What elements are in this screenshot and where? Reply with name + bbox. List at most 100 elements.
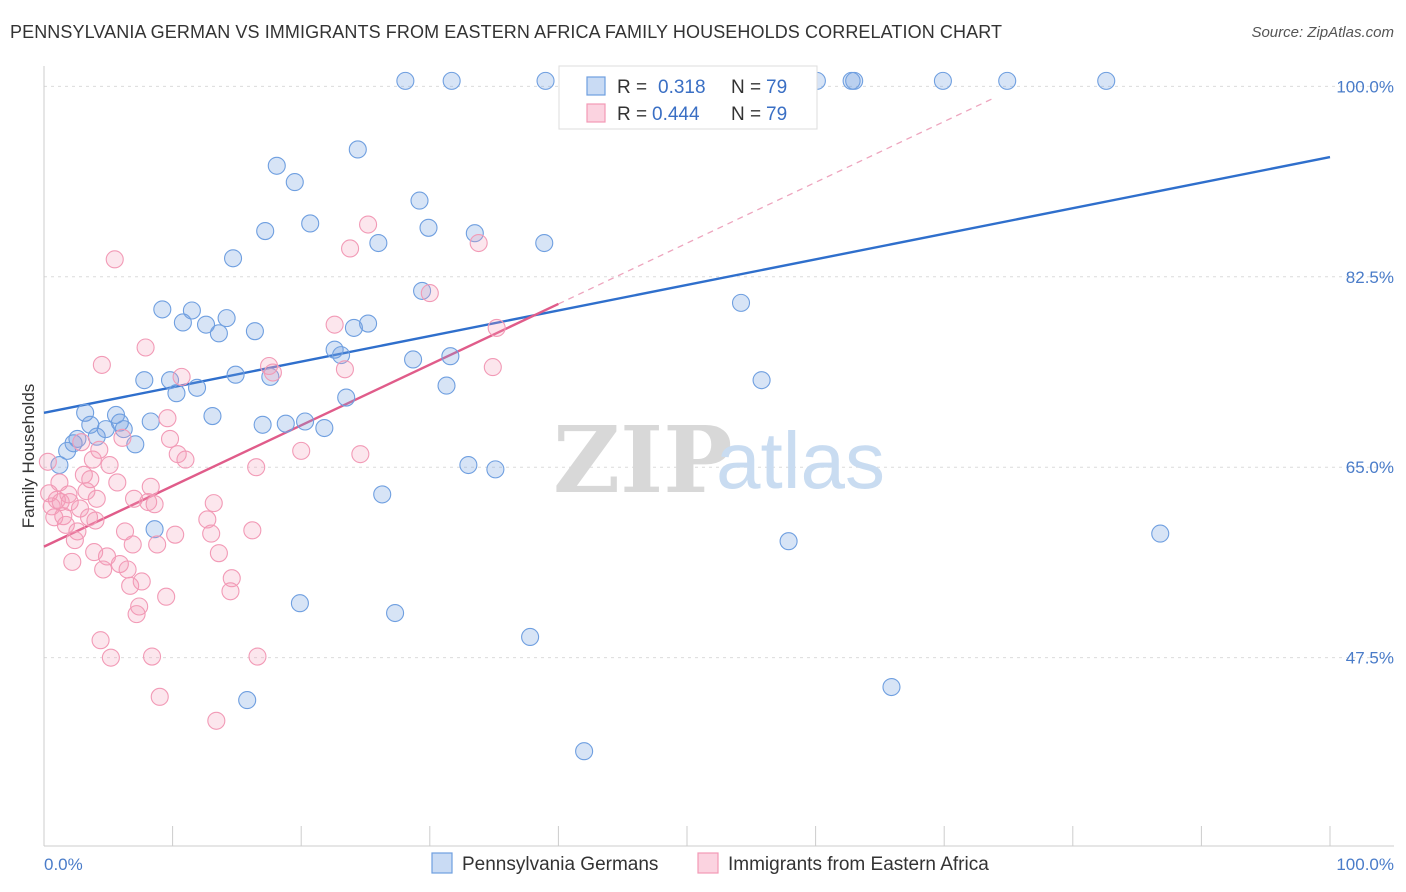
point-pennsylvania-germans — [521, 627, 540, 647]
legend-r-value-1: 0.318 — [658, 77, 706, 98]
point-pennsylvania-germans — [276, 414, 295, 433]
point-pennsylvania-germans — [301, 214, 320, 233]
point-eastern-africa — [325, 315, 344, 334]
point-pennsylvania-germans — [348, 140, 367, 159]
point-pennsylvania-germans — [182, 301, 201, 320]
point-eastern-africa — [63, 552, 82, 571]
y-tick-label: 82.5% — [1346, 268, 1394, 287]
legend-n-value-2: 79 — [766, 104, 787, 125]
point-eastern-africa — [108, 473, 127, 492]
point-eastern-africa — [105, 250, 124, 269]
point-eastern-africa — [130, 597, 149, 616]
point-eastern-africa — [420, 284, 439, 303]
x-tick-labels: 0.0% 100.0% — [44, 855, 1394, 874]
point-eastern-africa — [121, 576, 140, 595]
point-eastern-africa — [157, 587, 176, 606]
y-tick-labels: 100.0% 82.5% 65.0% 47.5% — [1336, 77, 1394, 667]
point-eastern-africa — [359, 215, 378, 234]
legend-box: R = 0.318 N = 79 R = 0.444 N = 79 — [558, 65, 818, 130]
x-tick-label: 0.0% — [44, 855, 83, 874]
point-pennsylvania-germans — [187, 378, 207, 397]
point-pennsylvania-germans — [779, 532, 798, 551]
point-eastern-africa — [335, 360, 354, 379]
legend-r-value-2: 0.444 — [652, 104, 700, 125]
point-eastern-africa — [136, 338, 155, 357]
point-pennsylvania-germans — [290, 594, 309, 613]
point-eastern-africa — [50, 473, 69, 492]
series-swatch-pennsylvania — [431, 852, 453, 874]
point-eastern-africa — [351, 445, 370, 464]
point-pennsylvania-germans — [285, 173, 304, 192]
point-pennsylvania-germans — [535, 233, 554, 253]
point-eastern-africa — [141, 477, 160, 496]
watermark-zip: ZIP — [553, 406, 732, 514]
legend-swatch-eastern-africa — [586, 103, 606, 123]
point-eastern-africa — [56, 515, 75, 534]
point-pennsylvania-germans — [410, 191, 429, 210]
point-pennsylvania-germans — [465, 224, 484, 243]
point-pennsylvania-germans — [245, 322, 264, 341]
point-eastern-africa — [150, 687, 169, 706]
point-eastern-africa — [158, 409, 177, 428]
point-pennsylvania-germans — [575, 742, 594, 761]
point-eastern-africa — [83, 450, 102, 469]
point-eastern-africa — [243, 521, 262, 540]
y-tick-label: 100.0% — [1336, 77, 1394, 96]
point-pennsylvania-germans — [441, 347, 460, 366]
watermark-atlas: atlas — [716, 416, 885, 505]
point-pennsylvania-germans — [315, 418, 334, 438]
point-eastern-africa — [160, 429, 180, 448]
point-eastern-africa — [92, 355, 111, 374]
y-axis-label: Family Households — [19, 384, 38, 529]
point-eastern-africa — [113, 428, 132, 447]
point-pennsylvania-germans — [731, 293, 751, 312]
point-eastern-africa — [263, 363, 282, 382]
point-eastern-africa — [72, 433, 91, 452]
point-eastern-africa — [38, 452, 57, 471]
x-tick-label: 100.0% — [1336, 855, 1394, 874]
point-eastern-africa — [87, 489, 106, 508]
point-pennsylvania-germans — [223, 249, 243, 268]
point-pennsylvania-germans — [998, 71, 1017, 90]
point-pennsylvania-germans — [369, 233, 388, 253]
point-eastern-africa — [204, 494, 223, 513]
point-eastern-africa — [176, 450, 195, 469]
point-pennsylvania-germans — [238, 691, 257, 710]
point-eastern-africa — [247, 458, 266, 477]
point-pennsylvania-germans — [332, 346, 351, 365]
point-eastern-africa — [60, 492, 79, 512]
point-eastern-africa — [90, 440, 109, 459]
watermark: ZIP atlas — [553, 406, 885, 514]
point-eastern-africa — [222, 569, 241, 588]
series-label-eastern-africa: Immigrants from Eastern Africa — [728, 854, 989, 875]
point-pennsylvania-germans — [267, 156, 286, 175]
legend-n-label-1: N = — [731, 77, 761, 98]
point-eastern-africa — [91, 631, 110, 650]
point-pennsylvania-germans — [141, 412, 160, 431]
point-pennsylvania-germans — [167, 384, 186, 403]
point-eastern-africa — [118, 560, 137, 579]
point-eastern-africa — [166, 525, 185, 544]
trend-extension-eastern-africa — [558, 96, 996, 305]
point-eastern-africa — [209, 544, 228, 563]
point-pennsylvania-germans — [153, 300, 172, 319]
point-pennsylvania-germans — [882, 677, 901, 697]
point-pennsylvania-germans — [419, 218, 438, 237]
point-pennsylvania-germans — [1151, 524, 1170, 543]
series-swatch-eastern-africa — [697, 852, 719, 874]
point-pennsylvania-germans — [76, 403, 95, 422]
point-eastern-africa — [77, 482, 96, 501]
series-legend: Pennsylvania Germans Immigrants from Eas… — [431, 852, 989, 875]
point-eastern-africa — [81, 470, 100, 489]
point-eastern-africa — [142, 647, 162, 666]
point-eastern-africa — [202, 524, 221, 543]
point-eastern-africa — [100, 455, 119, 475]
point-eastern-africa — [101, 648, 120, 667]
point-pennsylvania-germans — [217, 309, 236, 328]
point-eastern-africa — [341, 239, 360, 258]
point-eastern-africa — [59, 485, 78, 504]
point-pennsylvania-germans — [209, 324, 228, 343]
y-tick-label: 65.0% — [1346, 458, 1394, 477]
point-eastern-africa — [248, 647, 267, 666]
